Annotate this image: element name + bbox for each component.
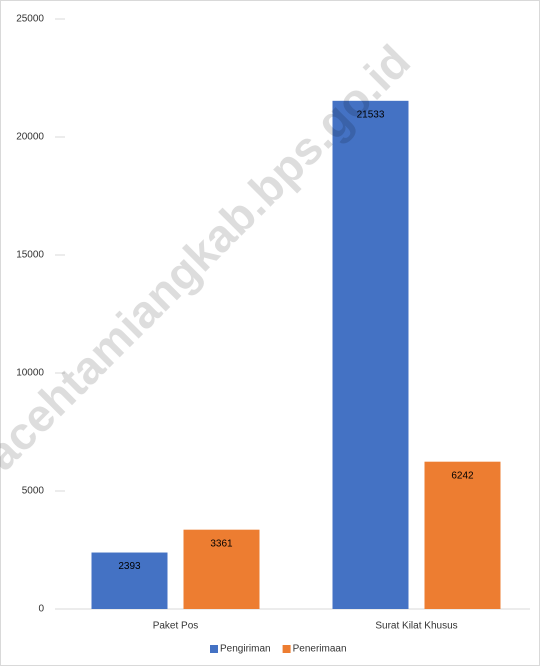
- y-tick-label: 0: [38, 604, 44, 615]
- legend-swatch: [282, 645, 291, 653]
- data-label: 2393: [118, 561, 141, 572]
- x-tick-label: Paket Pos: [153, 621, 199, 632]
- data-label: 6242: [451, 470, 474, 481]
- y-tick-label: 20000: [16, 132, 44, 143]
- legend-label: Pengiriman: [220, 644, 271, 655]
- bar: [183, 529, 260, 609]
- data-label: 21533: [357, 109, 385, 120]
- legend-swatch: [210, 645, 218, 653]
- bar: [424, 461, 501, 609]
- y-tick-label: 15000: [16, 250, 44, 261]
- x-tick-label: Surat Kilat Khusus: [375, 621, 457, 632]
- legend-label: Penerimaan: [293, 644, 347, 655]
- data-label: 3361: [210, 538, 233, 549]
- y-tick-label: 5000: [22, 486, 45, 497]
- bar: [332, 100, 409, 609]
- y-tick-label: 10000: [16, 368, 44, 379]
- y-tick-label: 25000: [16, 14, 44, 25]
- bar: [91, 552, 168, 609]
